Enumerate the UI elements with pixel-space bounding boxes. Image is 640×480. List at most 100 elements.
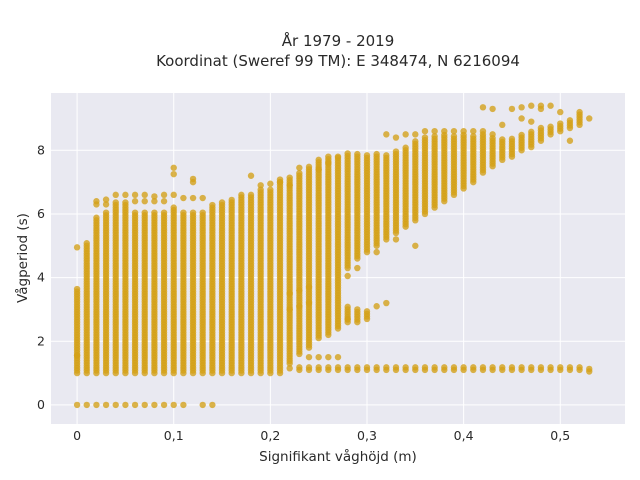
- data-point: [566, 117, 574, 124]
- data-point: [296, 164, 303, 171]
- data-point: [141, 191, 148, 199]
- data-point: [518, 115, 525, 122]
- data-point: [286, 290, 293, 297]
- data-point: [344, 303, 351, 311]
- data-point: [209, 201, 216, 209]
- x-tick-label: 0,1: [164, 428, 184, 443]
- x-tick-label: 0,2: [260, 428, 280, 443]
- data-point: [537, 105, 545, 113]
- data-point: [460, 127, 467, 135]
- chart-title-line-1: År 1979 - 2019: [282, 31, 395, 50]
- data-point: [402, 144, 409, 151]
- data-point: [180, 194, 187, 202]
- data-point: [305, 353, 313, 361]
- data-point: [373, 248, 380, 256]
- data-point: [83, 401, 90, 409]
- data-point: [151, 209, 158, 216]
- data-point: [122, 199, 129, 206]
- data-point: [412, 242, 419, 249]
- data-point: [170, 204, 177, 211]
- data-point: [547, 123, 554, 130]
- data-point: [470, 364, 477, 371]
- data-point: [199, 209, 206, 216]
- data-points: [73, 102, 593, 409]
- data-point: [247, 191, 255, 199]
- data-point: [131, 191, 139, 199]
- data-point: [383, 364, 390, 371]
- data-point: [412, 131, 419, 138]
- data-point: [122, 401, 129, 409]
- data-point: [102, 401, 110, 409]
- data-point: [402, 131, 409, 138]
- data-point: [160, 191, 168, 199]
- data-point: [296, 287, 303, 294]
- data-point: [402, 364, 409, 371]
- data-point: [479, 364, 487, 371]
- data-point: [383, 299, 390, 307]
- data-point: [267, 186, 274, 193]
- data-point: [450, 133, 458, 140]
- data-point: [392, 364, 400, 371]
- data-point: [450, 127, 458, 135]
- data-point: [131, 198, 139, 205]
- data-point: [325, 159, 332, 167]
- data-point: [247, 172, 255, 179]
- data-point: [315, 156, 322, 164]
- data-point: [180, 209, 187, 216]
- data-point: [363, 308, 371, 315]
- data-point: [170, 170, 177, 178]
- data-point: [189, 178, 197, 186]
- data-point: [286, 174, 293, 181]
- data-point: [586, 115, 593, 122]
- data-point: [93, 401, 100, 409]
- data-point: [586, 365, 593, 373]
- data-point: [499, 136, 506, 143]
- data-point: [499, 121, 506, 129]
- data-point: [344, 150, 351, 157]
- data-point: [315, 166, 322, 173]
- data-point: [180, 401, 187, 409]
- data-point: [547, 364, 554, 371]
- data-point: [528, 128, 535, 136]
- data-point: [102, 201, 110, 208]
- data-point: [151, 401, 158, 409]
- data-point: [102, 209, 110, 216]
- data-point: [344, 272, 351, 280]
- data-point: [170, 401, 177, 409]
- data-point: [431, 127, 438, 135]
- data-point: [73, 352, 81, 359]
- data-point: [557, 120, 564, 127]
- data-point: [315, 353, 322, 361]
- data-point: [421, 134, 429, 141]
- x-tick-label: 0,4: [454, 428, 474, 443]
- data-point: [334, 364, 342, 371]
- data-point: [373, 364, 380, 371]
- data-point: [363, 152, 371, 159]
- data-point: [363, 364, 371, 371]
- data-point: [218, 199, 226, 206]
- data-point: [392, 236, 400, 243]
- data-point: [334, 353, 342, 361]
- data-point: [160, 401, 168, 409]
- data-point: [547, 102, 554, 109]
- data-point: [131, 209, 139, 216]
- data-point: [122, 191, 129, 199]
- data-point: [557, 108, 564, 116]
- data-point: [267, 180, 274, 187]
- data-point: [170, 191, 177, 199]
- data-point: [141, 401, 148, 409]
- data-point: [286, 306, 293, 313]
- data-point: [354, 306, 361, 313]
- data-point: [73, 244, 81, 251]
- data-point: [528, 364, 535, 371]
- data-point: [296, 303, 303, 310]
- data-point: [112, 199, 119, 206]
- data-point: [441, 364, 448, 371]
- data-point: [489, 364, 496, 371]
- data-point: [199, 401, 206, 409]
- data-point: [286, 182, 293, 189]
- x-tick-labels: 0 0,1 0,2 0,3 0,4 0,5: [73, 428, 570, 443]
- x-tick-label: 0: [73, 428, 81, 443]
- data-point: [421, 127, 429, 135]
